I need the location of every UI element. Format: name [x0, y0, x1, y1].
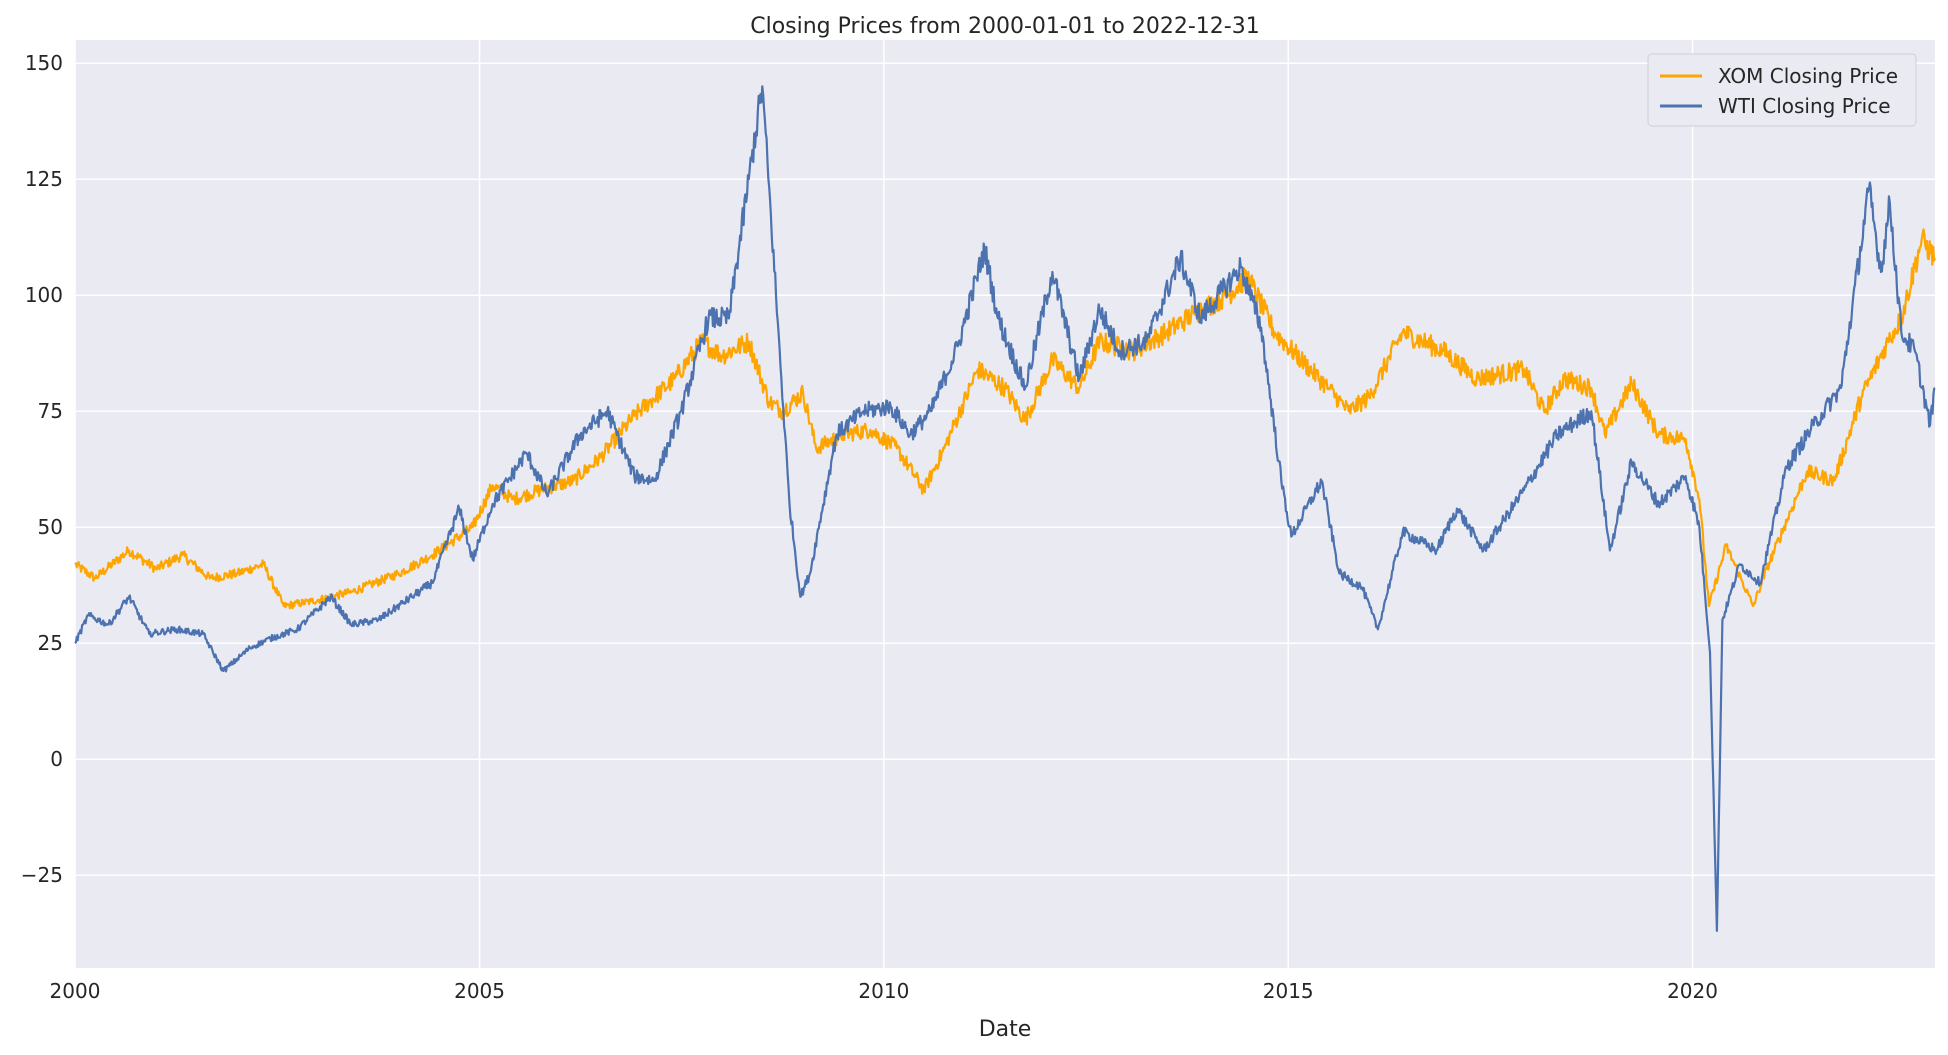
chart-title: Closing Prices from 2000-01-01 to 2022-1…: [750, 14, 1260, 39]
x-tick-labels: 2000 2005 2010 2015 2020: [50, 979, 1718, 1003]
legend-label-wti: WTI Closing Price: [1718, 94, 1891, 118]
x-axis-label: Date: [979, 1017, 1032, 1042]
y-tick-label: 125: [25, 167, 63, 191]
legend-label-xom: XOM Closing Price: [1718, 64, 1898, 88]
y-tick-label: −25: [21, 863, 63, 887]
x-tick-label: 2000: [50, 979, 101, 1003]
legend-box: [1647, 53, 1917, 127]
gridlines: [74, 40, 1935, 968]
x-tick-label: 2015: [1263, 979, 1314, 1003]
plot-background: [75, 40, 1935, 968]
y-tick-label: 100: [25, 283, 63, 307]
legend: XOM Closing Price WTI Closing Price: [1647, 53, 1917, 127]
series-line-wti: [74, 85, 1936, 932]
x-tick-label: 2005: [454, 979, 505, 1003]
x-tick-label: 2020: [1667, 979, 1718, 1003]
y-tick-label: 0: [50, 747, 63, 771]
y-tick-label: 25: [38, 631, 63, 655]
y-tick-label: 50: [38, 515, 63, 539]
y-tick-labels: −25 0 25 50 75 100 125 150: [21, 51, 63, 887]
x-tick-label: 2010: [858, 979, 909, 1003]
series-line-xom: [74, 228, 1937, 610]
y-tick-label: 75: [38, 399, 63, 423]
series-lines: [74, 85, 1937, 932]
y-tick-label: 150: [25, 51, 63, 75]
